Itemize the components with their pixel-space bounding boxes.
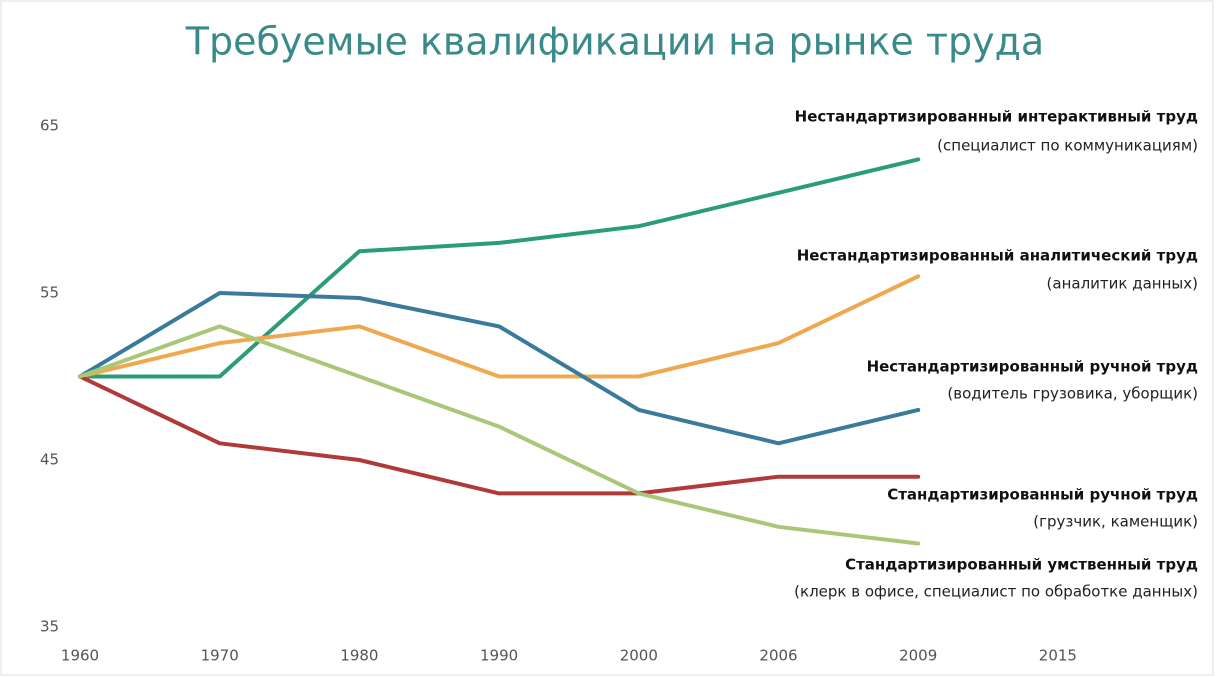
series-description: (грузчик, каменщик) [1033,513,1198,531]
x-tick-label: 1980 [340,647,378,665]
y-tick-label: 35 [40,618,59,636]
series-label: Стандартизированный умственный труд [845,556,1198,574]
series-description: (специалист по коммуникациям) [937,137,1198,155]
chart-title: Требуемые квалификации на рынке труда [185,20,1044,64]
x-tick-label: 1990 [480,647,518,665]
series-description: (водитель грузовика, уборщик) [947,385,1198,403]
series-description: (аналитик данных) [1047,275,1198,293]
series-line [78,157,921,379]
x-tick-label: 2000 [620,647,658,665]
x-tick-label: 2006 [759,647,797,665]
series-line [78,374,921,496]
x-tick-label: 1970 [201,647,239,665]
x-tick-label: 1960 [61,647,99,665]
series-description: (клерк в офисе, специалист по обработке … [794,583,1198,601]
x-tick-label: 2015 [1039,647,1077,665]
series-label: Нестандартизированный аналитический труд [797,247,1198,265]
series-label: Нестандартизированный интерактивный труд [795,108,1198,126]
y-tick-label: 55 [40,284,59,302]
series-label: Нестандартизированный ручной труд [867,358,1198,376]
series-label: Стандартизированный ручной труд [887,486,1198,504]
series-line [78,291,921,446]
x-tick-label: 2009 [899,647,937,665]
y-tick-label: 65 [40,117,59,135]
y-tick-label: 45 [40,451,59,469]
series-line [78,324,921,546]
series-line [78,274,921,379]
